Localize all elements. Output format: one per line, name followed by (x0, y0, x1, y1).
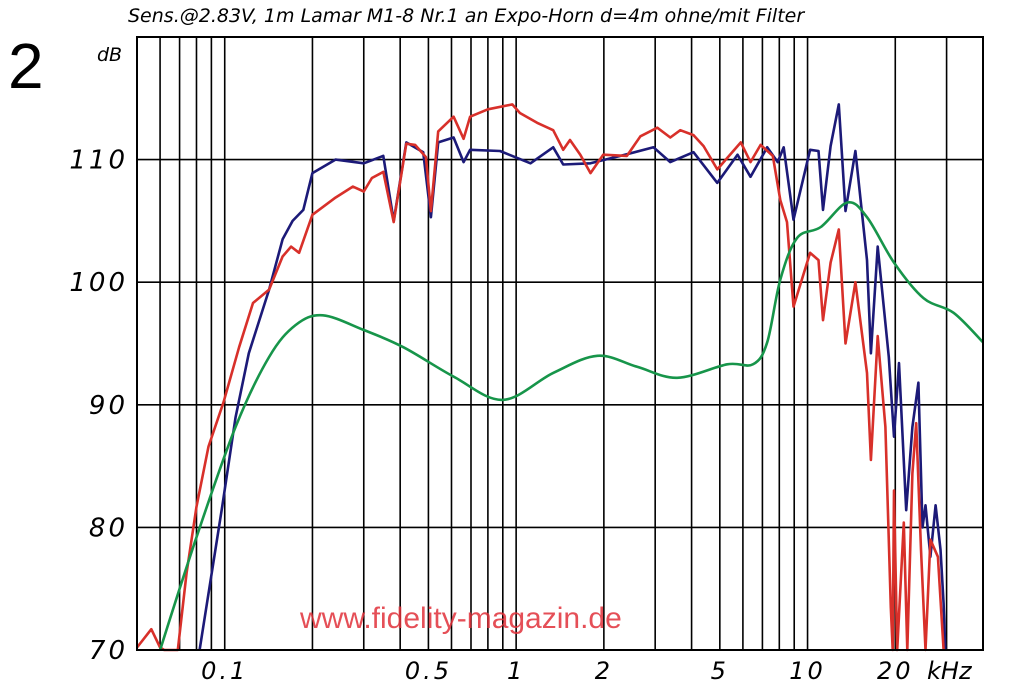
x-tick-label: 5 (711, 657, 729, 683)
x-tick-label: 2 (595, 657, 613, 683)
watermark: www.fidelity-magazin.de (299, 602, 622, 635)
plot-frame (136, 36, 984, 651)
x-tick-label: 20 (877, 657, 914, 683)
grid (137, 37, 983, 650)
series-line-0 (198, 103, 947, 651)
y-tick-label: 70 (89, 636, 128, 666)
figure-number: 2 (8, 30, 44, 102)
series-line-1 (135, 103, 945, 652)
series-group (135, 103, 984, 652)
x-tick-label: 0.1 (201, 657, 248, 683)
x-tick-label: 0.5 (405, 657, 452, 683)
y-tick-labels: 70 80 90 100 110 (69, 146, 128, 666)
series-line-2 (158, 200, 984, 651)
y-tick-label: 110 (69, 146, 128, 176)
x-tick-label: 10 (789, 657, 826, 683)
x-tick-labels: 0.1 0.5 1 2 5 10 20 (201, 657, 914, 683)
x-tick-label: 1 (507, 657, 525, 683)
y-tick-label: 90 (89, 391, 128, 421)
y-tick-label: 100 (69, 268, 128, 298)
chart-title: Sens.@2.83V, 1m Lamar M1-8 Nr.1 an Expo-… (128, 5, 805, 27)
y-axis-label: dB (97, 44, 122, 66)
x-axis-unit-label: kHz (927, 657, 973, 683)
y-tick-label: 80 (89, 513, 128, 543)
